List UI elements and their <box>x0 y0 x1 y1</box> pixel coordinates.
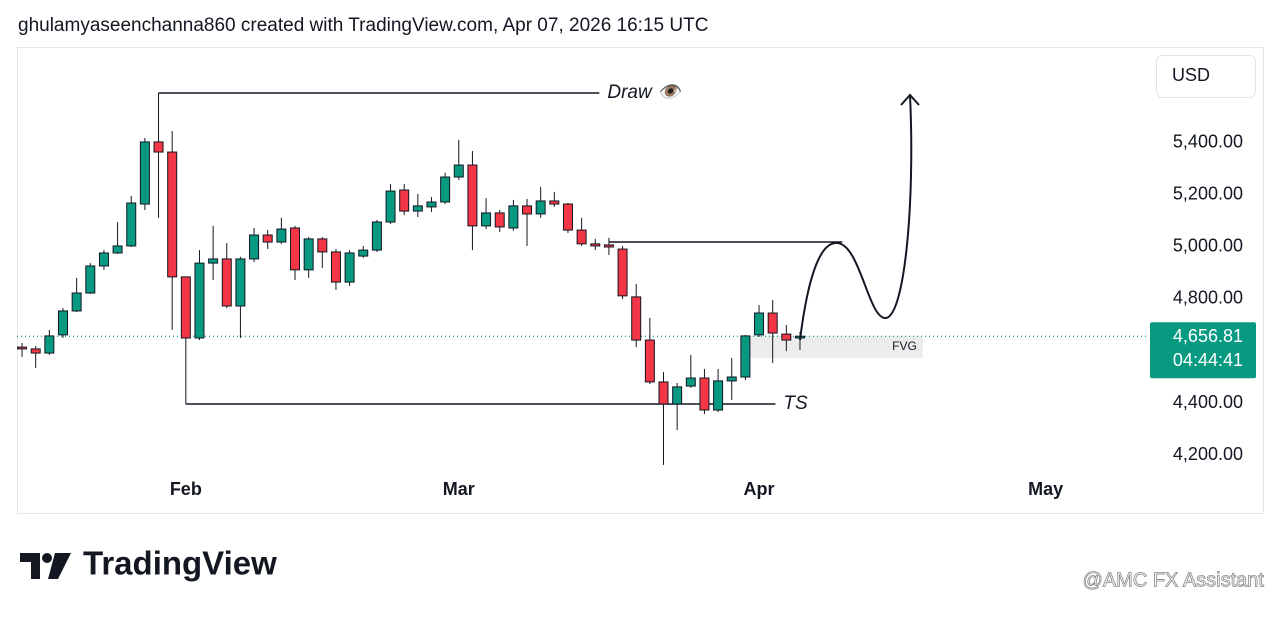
candle-body <box>453 164 464 178</box>
candle-body <box>112 245 123 254</box>
candle-body <box>549 200 560 205</box>
candle-body <box>71 292 82 312</box>
candle-body <box>726 376 737 382</box>
logo <box>20 553 71 579</box>
candle-body <box>467 164 478 227</box>
candle-body <box>481 212 492 227</box>
candle-body <box>740 335 751 378</box>
candle-body <box>767 312 778 334</box>
candle-body <box>713 380 724 411</box>
candle-body <box>139 141 150 205</box>
arrow-head <box>900 93 920 106</box>
candle-body <box>208 258 219 264</box>
plot: 4,200.004,400.004,600.004,800.005,000.00… <box>17 82 1243 499</box>
candle-body <box>494 212 505 228</box>
candle-body <box>126 202 137 247</box>
y-tick-label: 4,800.00 <box>1173 288 1243 308</box>
y-tick-label: 5,200.00 <box>1173 184 1243 204</box>
candle-body <box>194 262 205 339</box>
candle-body <box>399 189 410 212</box>
candle-body <box>631 296 642 341</box>
candle-body <box>440 176 451 203</box>
y-tick-label: 5,000.00 <box>1173 236 1243 256</box>
candle-body <box>426 201 437 208</box>
candle-body <box>644 339 655 383</box>
candle-body <box>562 203 573 231</box>
fvg-zone <box>739 335 923 359</box>
candle-body <box>330 251 341 283</box>
candle-body <box>603 244 614 248</box>
annotation-label: TS <box>783 393 808 414</box>
candle-body <box>317 238 328 253</box>
candle-body <box>262 234 273 243</box>
y-tick-label: 5,400.00 <box>1173 132 1243 152</box>
candle-body <box>30 348 41 354</box>
candle-body <box>699 377 710 411</box>
header: ghulamyaseenchanna860 created with Tradi… <box>18 15 708 36</box>
annotation-label: Draw 👁️ <box>607 82 684 103</box>
candle-body <box>371 221 382 251</box>
brand: TradingView <box>83 545 277 582</box>
candle-body <box>522 205 533 215</box>
watermark: @AMC FX Assistant <box>1083 569 1265 591</box>
candle-body <box>221 258 232 307</box>
candle-body <box>153 141 164 153</box>
candle-body <box>508 205 519 229</box>
candle-body <box>685 377 696 387</box>
candle-body <box>344 252 355 283</box>
candle-body <box>412 205 423 212</box>
candle-body <box>590 243 601 247</box>
candle-body <box>57 310 68 336</box>
y-tick-label: 4,200.00 <box>1173 444 1243 464</box>
currency-button[interactable] <box>1156 55 1256 98</box>
candle-body <box>180 276 191 339</box>
candle-body <box>576 229 587 245</box>
candle-body <box>617 248 628 297</box>
candle-body <box>303 238 314 271</box>
countdown: 04:44:41 <box>1173 350 1243 370</box>
candle-body <box>44 335 55 354</box>
candle-body <box>85 265 96 294</box>
x-tick-label: Apr <box>744 479 775 499</box>
candle-body <box>17 346 28 350</box>
candle-body <box>658 381 669 405</box>
candle-body <box>98 252 109 267</box>
candle-body <box>385 190 396 223</box>
candle-body <box>754 312 765 336</box>
candle-body <box>535 200 546 215</box>
candle-body <box>672 386 683 405</box>
candle-body <box>358 249 369 257</box>
frame <box>17 47 1264 514</box>
candle-body <box>167 151 178 278</box>
currency: USD <box>1172 65 1210 85</box>
candle-body <box>249 234 260 260</box>
candle-body <box>276 228 287 243</box>
candle-body <box>781 333 792 341</box>
fvg-label: FVG <box>892 339 917 353</box>
projection-curve <box>799 94 913 341</box>
x-tick-label: Mar <box>443 479 475 499</box>
x-tick-label: May <box>1028 479 1063 499</box>
last-price-label: 4,656.81 <box>1173 326 1243 346</box>
last-price-box <box>1150 322 1256 379</box>
y-tick-label: 4,400.00 <box>1173 392 1243 412</box>
candle-body <box>290 227 301 271</box>
candle-body <box>235 258 246 307</box>
x-tick-label: Feb <box>170 479 202 499</box>
